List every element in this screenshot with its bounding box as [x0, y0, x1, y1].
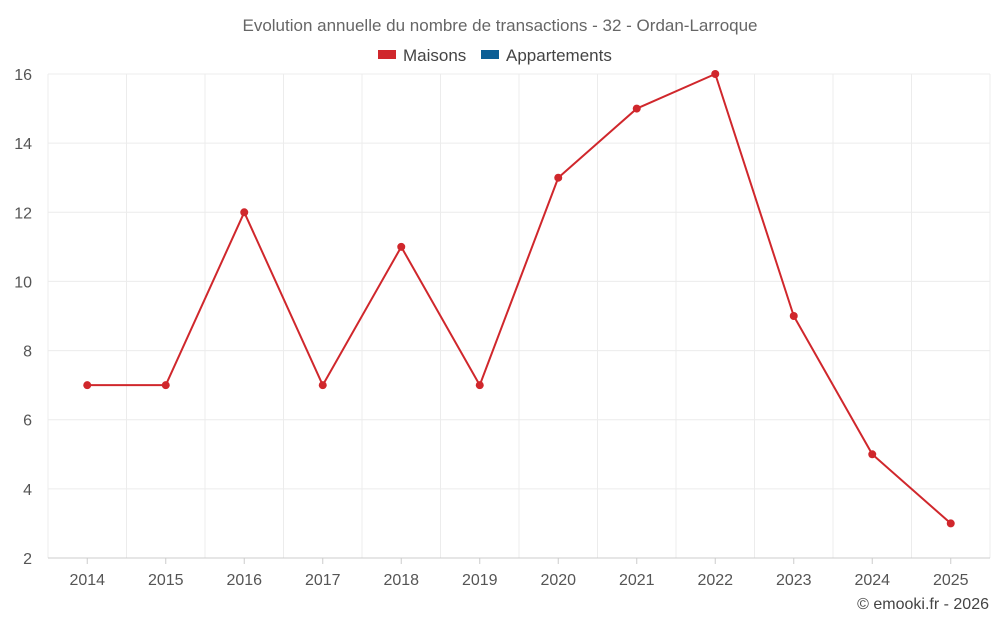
y-tick-label: 6: [23, 413, 32, 430]
series-line-maisons: [87, 73, 952, 525]
legend-item-appartements[interactable]: Appartements: [481, 46, 612, 65]
x-axis: 2014 2015 2016 2017 2018 2019 2020 2021 2022 2023…: [48, 557, 990, 589]
legend-label-appartements: Appartements: [506, 46, 612, 65]
data-point[interactable]: [161, 381, 170, 390]
x-tick-label: 2017: [305, 572, 341, 589]
data-point[interactable]: [711, 70, 720, 78]
x-tick-label: 2015: [148, 572, 184, 589]
y-axis: 2 4 6 8 10 12 14 16: [14, 67, 32, 568]
gridlines: [47, 73, 991, 558]
y-tick-label: 8: [23, 344, 32, 361]
data-point[interactable]: [946, 519, 955, 528]
x-tick-label: 2024: [854, 572, 890, 589]
x-tick-label: 2021: [619, 572, 655, 589]
y-tick-label: 4: [23, 482, 32, 499]
x-tick-label: 2019: [462, 572, 498, 589]
y-tick-label: 14: [14, 136, 32, 153]
data-point[interactable]: [475, 381, 484, 390]
x-tick-label: 2023: [776, 572, 812, 589]
legend: Maisons Appartements: [378, 46, 612, 65]
x-tick-label: 2020: [540, 572, 576, 589]
legend-swatch-maisons: [378, 50, 396, 59]
y-tick-label: 2: [23, 551, 32, 568]
legend-item-maisons[interactable]: Maisons: [378, 46, 466, 65]
data-point[interactable]: [632, 104, 641, 113]
data-point[interactable]: [83, 381, 92, 390]
y-tick-label: 10: [14, 274, 32, 291]
data-point[interactable]: [789, 312, 798, 320]
x-tick-label: 2016: [226, 572, 262, 589]
x-tick-label: 2018: [383, 572, 419, 589]
y-tick-label: 12: [14, 205, 32, 222]
x-tick-label: 2025: [933, 572, 969, 589]
series-maisons: [83, 70, 955, 528]
data-point[interactable]: [240, 208, 249, 217]
data-point[interactable]: [318, 381, 327, 390]
y-tick-label: 16: [14, 67, 32, 84]
x-tick-label: 2014: [69, 572, 105, 589]
data-point[interactable]: [554, 173, 563, 182]
legend-swatch-appartements: [481, 50, 499, 59]
chart-title: Evolution annuelle du nombre de transact…: [242, 16, 757, 35]
data-point[interactable]: [397, 242, 406, 251]
legend-label-maisons: Maisons: [403, 46, 466, 65]
x-tick-label: 2022: [697, 572, 733, 589]
data-point[interactable]: [868, 450, 877, 459]
credit-text: © emooki.fr - 2026: [857, 596, 989, 613]
